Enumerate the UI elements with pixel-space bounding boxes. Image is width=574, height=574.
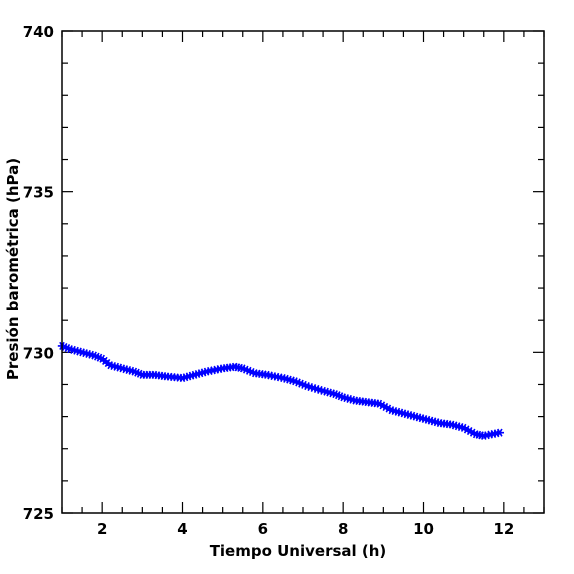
tick-labels: 2 4 6 8 10 12 725 730 735 740	[23, 23, 515, 538]
y-tick-label: 725	[23, 505, 54, 523]
x-tick-label: 8	[338, 520, 348, 538]
x-tick-label: 4	[177, 520, 187, 538]
x-tick-label: 6	[258, 520, 268, 538]
data-point	[495, 428, 505, 437]
y-axis-title: Presión barométrica (hPa)	[4, 158, 22, 380]
axis-ticks	[61, 30, 545, 514]
y-tick-label: 735	[23, 184, 54, 202]
y-tick-label: 740	[23, 23, 54, 41]
data-points	[57, 341, 505, 440]
x-tick-label: 2	[97, 520, 107, 538]
plot-frame	[61, 30, 545, 514]
y-tick-label: 730	[23, 344, 54, 362]
x-tick-label: 10	[413, 520, 434, 538]
x-axis-title: Tiempo Universal (h)	[210, 542, 387, 560]
x-tick-label: 12	[493, 520, 514, 538]
